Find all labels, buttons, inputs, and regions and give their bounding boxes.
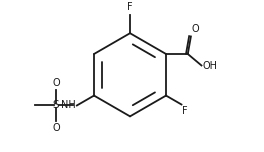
Text: F: F bbox=[182, 106, 188, 116]
Text: O: O bbox=[52, 78, 60, 88]
Text: NH: NH bbox=[61, 100, 76, 111]
Text: F: F bbox=[127, 2, 133, 12]
Text: S: S bbox=[53, 100, 59, 111]
Text: O: O bbox=[192, 24, 200, 35]
Text: OH: OH bbox=[202, 61, 218, 71]
Text: O: O bbox=[52, 123, 60, 133]
